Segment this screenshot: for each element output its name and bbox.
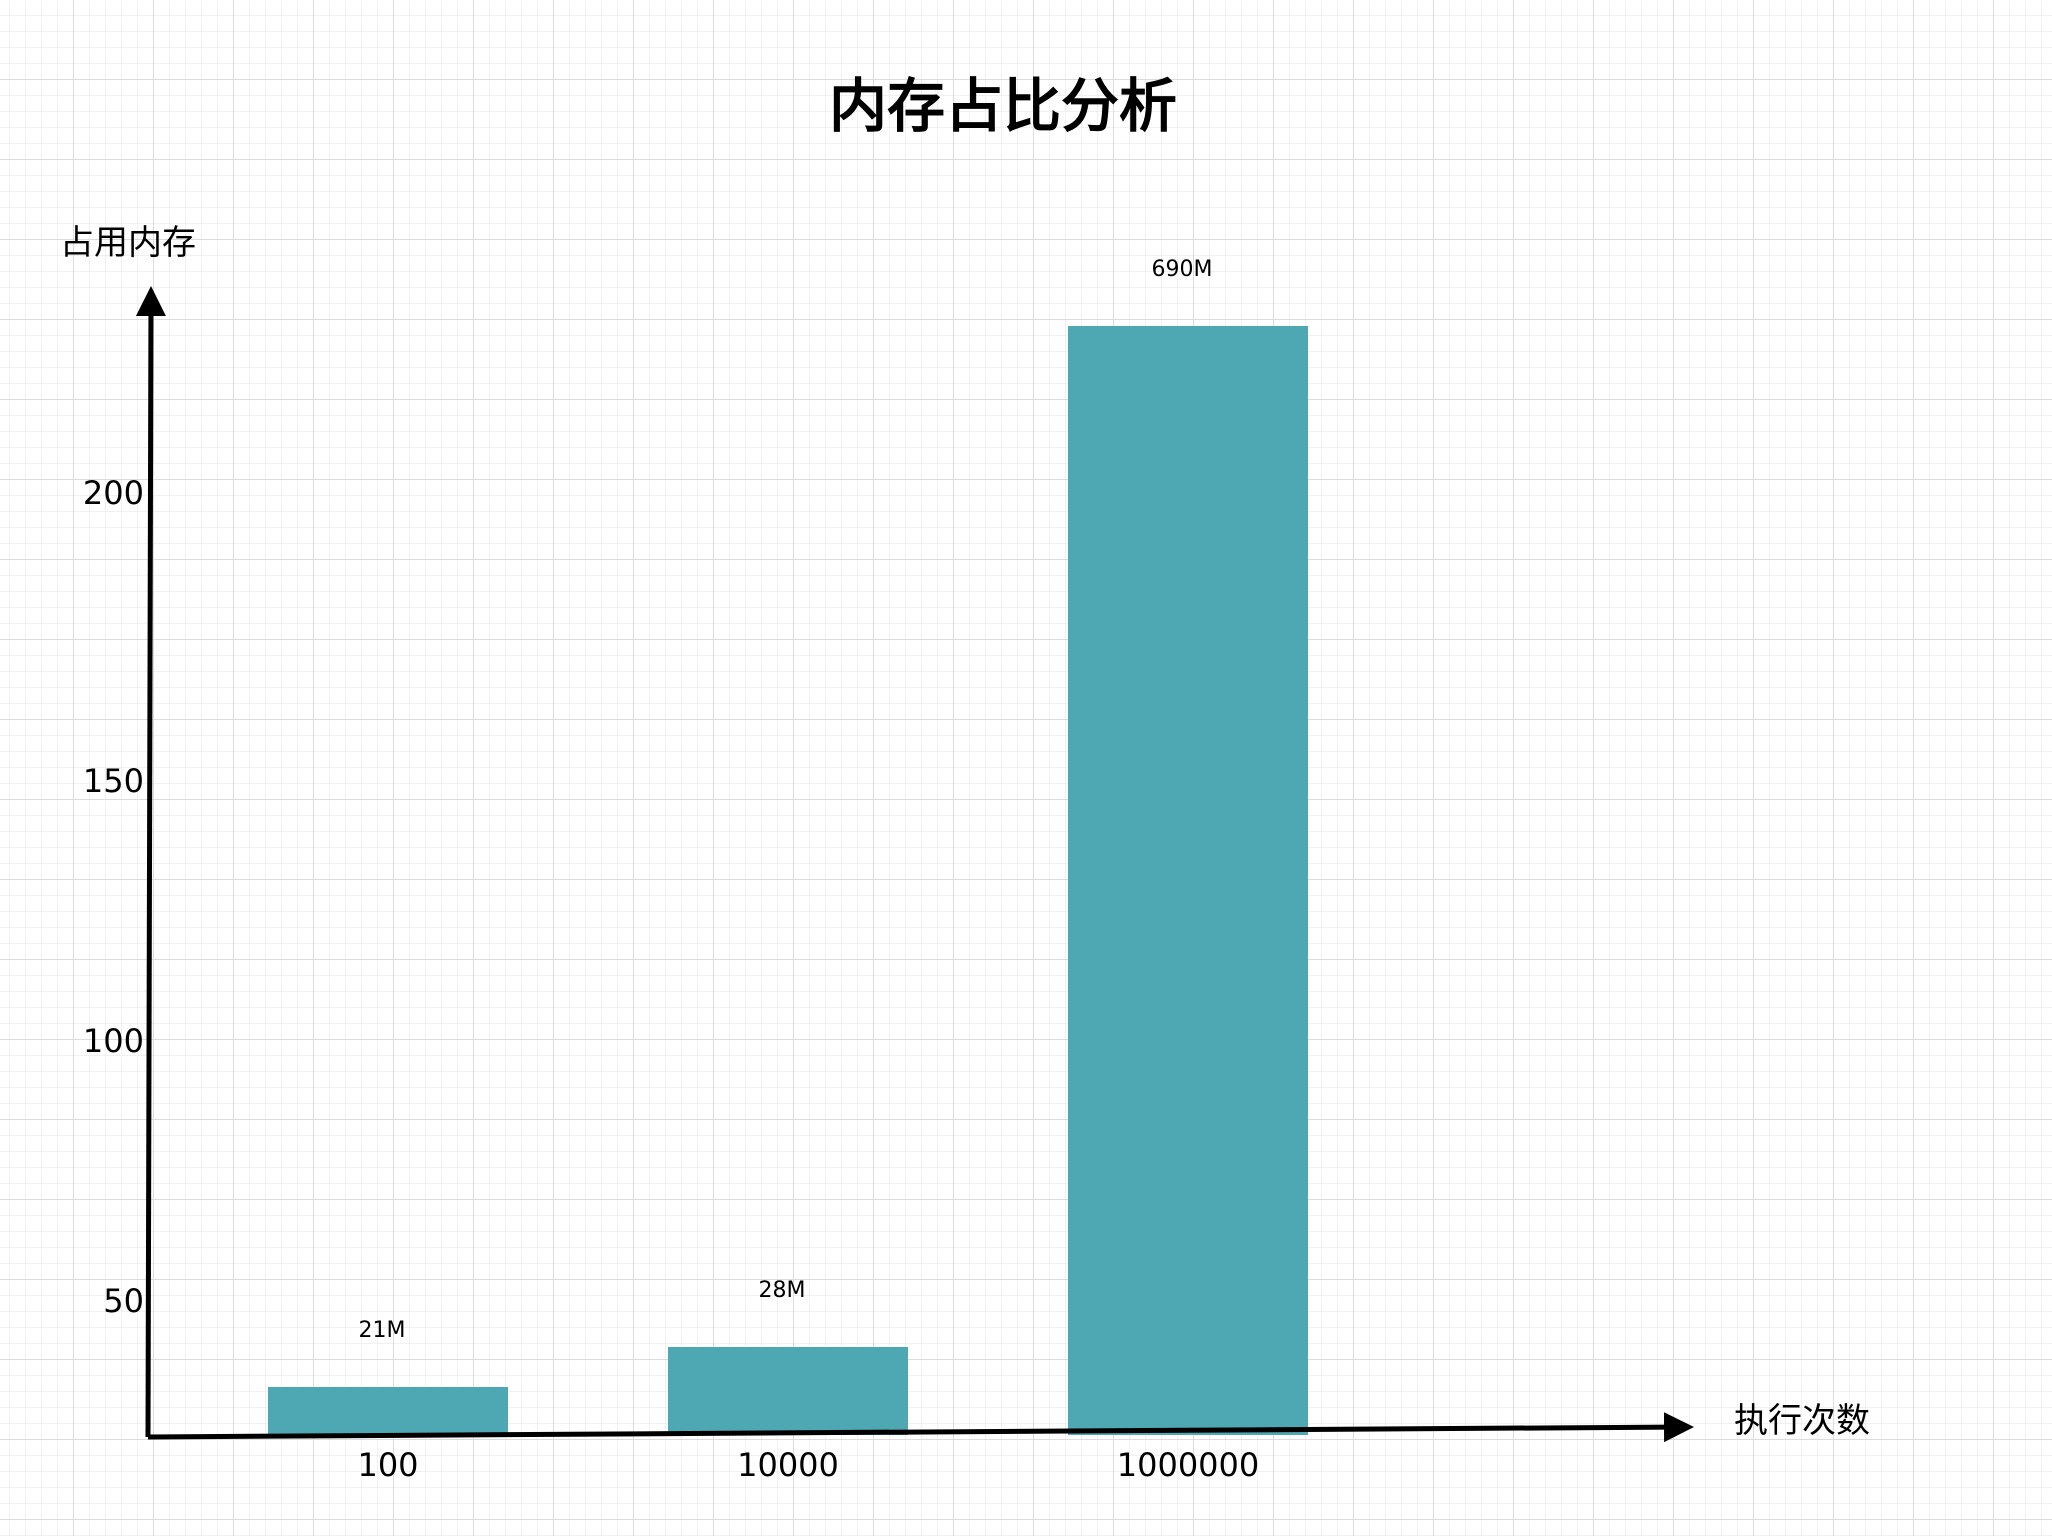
y-tick-150: 150	[83, 762, 144, 800]
y-ticks-group: 50 100 150 200	[83, 474, 144, 1320]
x-axis-line	[147, 1412, 1694, 1443]
x-tick-100: 100	[357, 1446, 418, 1484]
y-axis-line	[135, 286, 166, 1438]
y-tick-50: 50	[103, 1282, 144, 1320]
bar-1000000	[1068, 326, 1308, 1435]
bar-100	[268, 1387, 508, 1435]
y-tick-200: 200	[83, 474, 144, 512]
bar-10000	[668, 1347, 908, 1435]
x-axis-label: 执行次数	[1734, 1401, 1870, 1441]
chart-title: 内存占比分析	[829, 72, 1177, 140]
y-axis-label: 占用内存	[60, 223, 196, 263]
x-tick-10000: 10000	[737, 1446, 839, 1484]
x-tick-1000000: 1000000	[1117, 1446, 1260, 1484]
x-categories-group: 100 10000 1000000	[357, 1446, 1259, 1484]
data-labels-group: 21M 28M 690M	[359, 257, 1213, 1343]
data-label-100: 21M	[359, 1318, 406, 1343]
data-label-1000000: 690M	[1152, 257, 1213, 282]
data-label-10000: 28M	[759, 1278, 806, 1303]
bars-group	[268, 326, 1308, 1435]
y-tick-100: 100	[83, 1022, 144, 1060]
